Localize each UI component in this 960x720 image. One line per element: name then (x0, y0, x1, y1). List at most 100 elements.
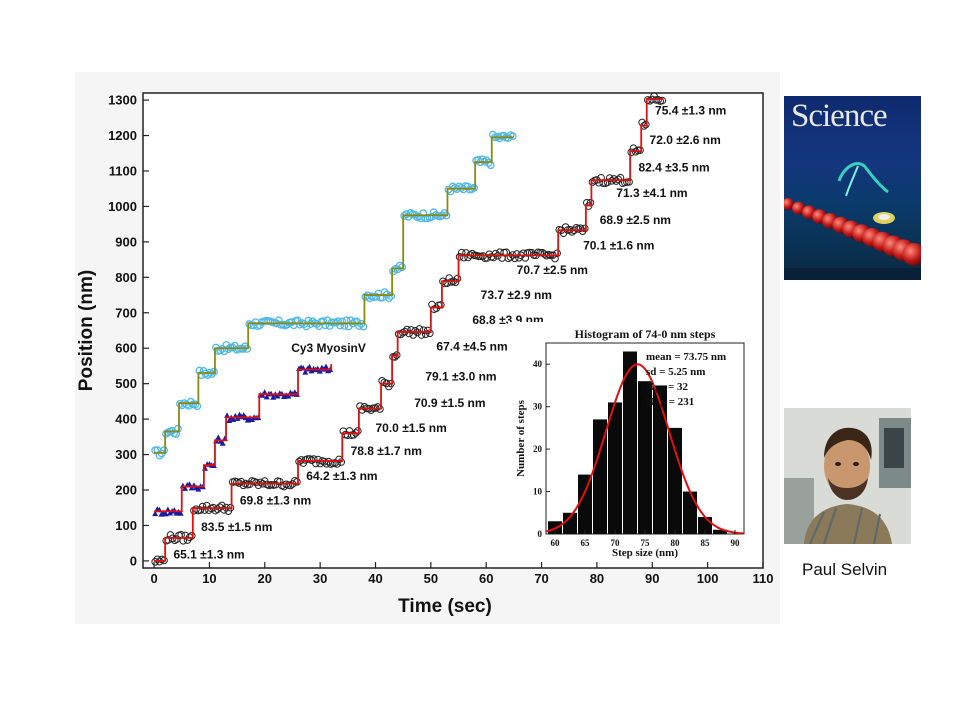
inset-title: Histogram of 74-0 nm steps (575, 327, 716, 341)
data-point (349, 431, 358, 439)
data-point (187, 531, 196, 540)
main-labels: 75.4 ±1.3 nm 72.0 ±2.6 nm 82.4 ±3.5 nm 71.3… (173, 104, 726, 562)
step-size-label: 68.9 ±2.5 nm (600, 213, 671, 227)
step-size-label: 69.8 ±1.3 nm (240, 494, 311, 508)
data-point (334, 317, 342, 326)
data-point (403, 325, 411, 334)
data-point (451, 278, 460, 287)
data-point (310, 455, 318, 463)
series-line (154, 98, 664, 562)
stat-text: mean = 73.75 nm (646, 351, 726, 363)
stat-text: sd = 5.25 nm (646, 366, 705, 378)
x-tick-label: 20 (258, 571, 272, 586)
y-tick-label: 500 (115, 376, 137, 391)
y-tick-label: 800 (115, 270, 137, 285)
data-point (636, 146, 644, 155)
step-size-label: 71.3 ±4.1 nm (616, 186, 687, 200)
data-point (580, 224, 589, 233)
stat-subscript: step (654, 402, 666, 410)
data-point (367, 406, 375, 414)
x-tick-label: 70 (534, 571, 548, 586)
inset-y-tick-label: 40 (533, 359, 543, 369)
data-point (162, 510, 169, 517)
inset-x-tick-label: 65 (581, 538, 591, 548)
step-size-label: 75.4 ±1.3 nm (655, 104, 726, 118)
data-point (337, 458, 346, 466)
data-point (642, 120, 650, 129)
y-tick-label: 900 (115, 234, 137, 249)
data-point (353, 317, 361, 326)
data-point (470, 183, 479, 192)
data-point (421, 330, 430, 338)
data-point (207, 370, 216, 378)
histogram-bar (593, 419, 607, 534)
data-point (419, 326, 428, 335)
y-tick-label: 1200 (108, 128, 137, 143)
step-size-label: 79.1 ±3.0 nm (425, 370, 496, 384)
histogram-bar (623, 351, 637, 534)
step-size-label: 72.0 ±2.6 nm (650, 133, 721, 147)
data-point (568, 228, 576, 236)
x-axis-title: Time (sec) (398, 596, 492, 617)
series-0 (151, 130, 517, 460)
inset-x-tick-label: 85 (701, 538, 711, 548)
data-point (338, 317, 347, 326)
data-point (152, 510, 159, 517)
histogram-bar (668, 427, 682, 534)
cover-title: Science (791, 98, 888, 134)
data-point (203, 371, 212, 379)
series-line (154, 136, 514, 454)
stat-label: N (646, 396, 654, 408)
data-point (177, 510, 184, 516)
y-tick-label: 700 (115, 305, 137, 320)
step-size-label: 64.2 ±1.3 nm (306, 469, 377, 483)
inset-y-tick-label: 10 (533, 487, 543, 497)
data-point (275, 477, 284, 486)
inset-x-tick-label: 90 (731, 538, 741, 548)
inset-y-tick-label: 30 (533, 402, 543, 412)
data-point (186, 481, 193, 487)
y-tick-label: 1300 (108, 93, 137, 108)
data-point (506, 253, 515, 261)
cover-bead (792, 201, 805, 215)
inset-x-tick-label: 80 (671, 538, 681, 548)
step-size-label: 70.7 ±2.5 nm (517, 263, 588, 277)
data-point (319, 317, 328, 326)
step-size-label: 65.1 ±1.3 nm (173, 548, 244, 562)
data-point (195, 486, 202, 492)
histogram-bar (683, 491, 697, 534)
data-point (426, 329, 434, 338)
histogram-bar (563, 512, 577, 534)
x-tick-label: 80 (590, 571, 604, 586)
stat-label: N (646, 381, 654, 393)
data-point (237, 477, 246, 486)
data-point (460, 253, 468, 262)
stat-text: Nmol = 32 (646, 381, 689, 395)
data-point (603, 178, 612, 187)
data-point (491, 249, 500, 258)
y-tick-label: 1000 (108, 199, 137, 214)
data-point (658, 96, 667, 105)
data-point (306, 363, 313, 370)
data-point (209, 367, 218, 376)
x-tick-label: 60 (479, 571, 493, 586)
inset-x-tick-label: 70 (611, 538, 621, 548)
data-point (215, 434, 222, 440)
histogram-bar (578, 474, 592, 534)
stat-value: = 32 (665, 381, 688, 393)
science-cover-image: Science (784, 96, 921, 280)
histogram-inset: Histogram of 74-0 nm steps 60 65 70 75 80 85 90… (508, 322, 754, 560)
step-size-label: 70.1 ±1.6 nm (583, 238, 654, 252)
data-point (360, 403, 369, 411)
data-point (455, 253, 464, 261)
data-point (286, 481, 295, 490)
step-size-label: 78.8 ±1.7 nm (351, 444, 422, 458)
x-tick-label: 100 (697, 571, 719, 586)
inset-y-tick-label: 20 (533, 444, 543, 454)
y-tick-label: 100 (115, 518, 137, 533)
stat-value: = 231 (666, 396, 694, 408)
stat-text: Nstep = 231 (646, 396, 694, 410)
data-point (387, 292, 395, 300)
x-tick-label: 90 (645, 571, 659, 586)
